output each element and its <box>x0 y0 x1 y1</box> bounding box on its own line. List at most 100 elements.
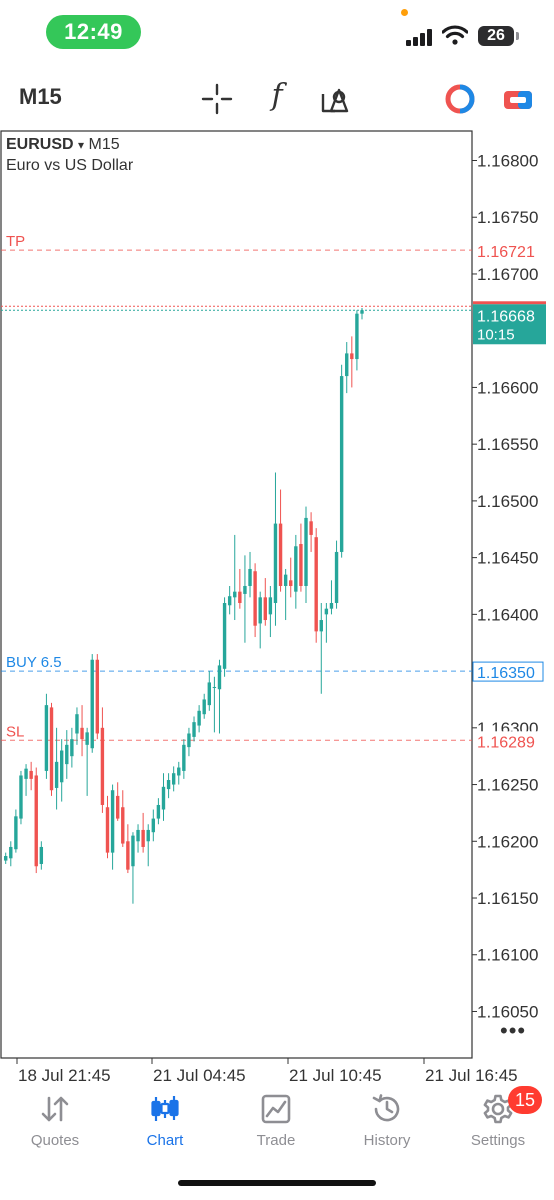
tab-trade[interactable]: Trade <box>221 1092 331 1156</box>
candle-bearish <box>263 597 267 621</box>
candle-bullish <box>24 768 28 779</box>
level-price-tp: 1.16721 <box>477 244 535 261</box>
candle-bullish <box>177 767 181 776</box>
candle-bullish <box>39 846 44 864</box>
tab-settings-label: Settings <box>470 1132 526 1149</box>
candle-bullish <box>258 597 262 624</box>
tab-chart[interactable]: Chart <box>110 1092 220 1156</box>
candle-bearish <box>253 571 257 626</box>
candle-bullish <box>4 856 8 861</box>
candle-bearish <box>105 807 110 853</box>
y-tick-label: 1.16800 <box>477 152 538 171</box>
candle-bearish <box>238 591 242 604</box>
price-chart[interactable]: 1.16800 1.16750 1.16700 1.16600 1.16550 1.165… <box>0 130 554 1085</box>
candle-bullish <box>202 699 206 715</box>
status-time[interactable]: 12:49 <box>46 15 141 49</box>
level-price-box-tp <box>473 241 545 261</box>
candle-bearish <box>29 770 33 779</box>
candle-bullish <box>75 714 79 734</box>
status-bar: 12:49 26 <box>0 0 554 64</box>
candle-bullish <box>14 816 18 850</box>
chart-toolbar: M15 f <box>0 70 554 126</box>
candle-bullish <box>243 585 247 594</box>
candle-bullish <box>355 313 359 360</box>
candle-bullish <box>334 551 339 604</box>
tab-quotes[interactable]: Quotes <box>0 1092 110 1156</box>
symbol-dropdown-arrow: ▾ <box>78 138 85 152</box>
level-price-box-entry <box>472 661 544 682</box>
candle-bullish <box>273 523 278 604</box>
settings-notification-badge: 15 <box>508 1086 542 1114</box>
candle-bullish <box>166 780 171 790</box>
privacy-indicator-dot <box>401 9 408 16</box>
mt-logo-icon[interactable] <box>443 82 477 116</box>
candle-bullish <box>283 574 288 586</box>
tab-history-label: History <box>363 1132 411 1149</box>
candle-bullish <box>329 603 334 609</box>
candle-bullish <box>207 682 211 706</box>
candle-bullish <box>19 775 23 819</box>
indicator-f-icon[interactable]: f <box>271 78 283 113</box>
symbol-timeframe: M15 <box>88 136 120 153</box>
level-price-sl: 1.16289 <box>477 734 535 751</box>
objects-icon[interactable] <box>318 82 352 116</box>
candle-bullish <box>268 597 273 615</box>
y-tick-label: 1.16550 <box>477 435 538 454</box>
trade-chart-icon <box>261 1094 291 1124</box>
tab-history[interactable]: History <box>332 1092 442 1156</box>
candle-bullish <box>156 804 161 819</box>
candle-bearish <box>289 580 293 586</box>
candle-bullish <box>319 620 323 632</box>
trade-toggle-icon[interactable] <box>501 82 535 116</box>
candle-bearish <box>95 659 100 734</box>
y-tick-label: 1.16450 <box>477 549 538 568</box>
candle-countdown-label: 10:15 <box>477 326 515 343</box>
candle-bearish <box>278 523 283 586</box>
level-price-entry: 1.16350 <box>477 665 535 682</box>
x-tick-label: 21 Jul 04:45 <box>153 1066 246 1085</box>
candle-bearish <box>100 727 105 805</box>
x-tick-label: 18 Jul 21:45 <box>18 1066 111 1085</box>
chart-candles-icon <box>151 1096 179 1121</box>
candle-bullish <box>187 733 191 748</box>
candle-bullish <box>171 773 176 785</box>
candle-bearish <box>350 353 354 360</box>
history-clock-icon <box>372 1094 400 1122</box>
more-options-icon[interactable]: ••• <box>500 1018 527 1043</box>
candle-bullish <box>248 568 252 586</box>
candle-bullish <box>182 744 186 771</box>
candle-bullish <box>146 829 150 842</box>
level-label-entry: BUY 6.5 <box>6 654 62 671</box>
candle-bearish <box>314 537 318 632</box>
y-tick-label: 1.16750 <box>477 208 538 227</box>
chart-frame <box>0 130 473 1059</box>
candle-bullish <box>360 310 364 314</box>
candle-bullish <box>304 517 308 586</box>
candle-bearish <box>121 807 125 844</box>
candle-bullish <box>324 608 329 615</box>
y-tick-label: 1.16250 <box>477 776 538 795</box>
candle-bullish <box>9 846 13 859</box>
crosshair-icon[interactable] <box>200 82 234 116</box>
candle-bullish <box>339 376 344 552</box>
candle-bullish <box>54 761 59 788</box>
candle-bearish <box>80 727 84 740</box>
tab-quotes-label: Quotes <box>30 1132 80 1149</box>
y-tick-label: 1.16500 <box>477 492 538 511</box>
symbol-description: Euro vs US Dollar <box>6 157 134 174</box>
candle-bearish <box>299 544 303 586</box>
candle-bullish <box>59 750 64 783</box>
level-label-tp: TP <box>6 233 25 250</box>
chart-area[interactable]: 1.16800 1.16750 1.16700 1.16600 1.16550 1.165… <box>0 130 554 1085</box>
tab-trade-label: Trade <box>256 1132 296 1149</box>
quotes-arrows-icon <box>41 1096 69 1122</box>
candle-bullish <box>197 710 201 726</box>
candle-bearish <box>34 775 38 867</box>
y-tick-label: 1.16600 <box>477 378 538 397</box>
timeframe-selector[interactable]: M15 <box>19 84 62 109</box>
battery-icon: 26 <box>478 26 514 46</box>
candle-bullish <box>136 829 140 842</box>
current-price-label: 1.16668 <box>477 308 535 325</box>
candle-bearish <box>126 841 130 870</box>
symbol-title[interactable]: EURUSD ▾ M15 <box>6 136 120 154</box>
